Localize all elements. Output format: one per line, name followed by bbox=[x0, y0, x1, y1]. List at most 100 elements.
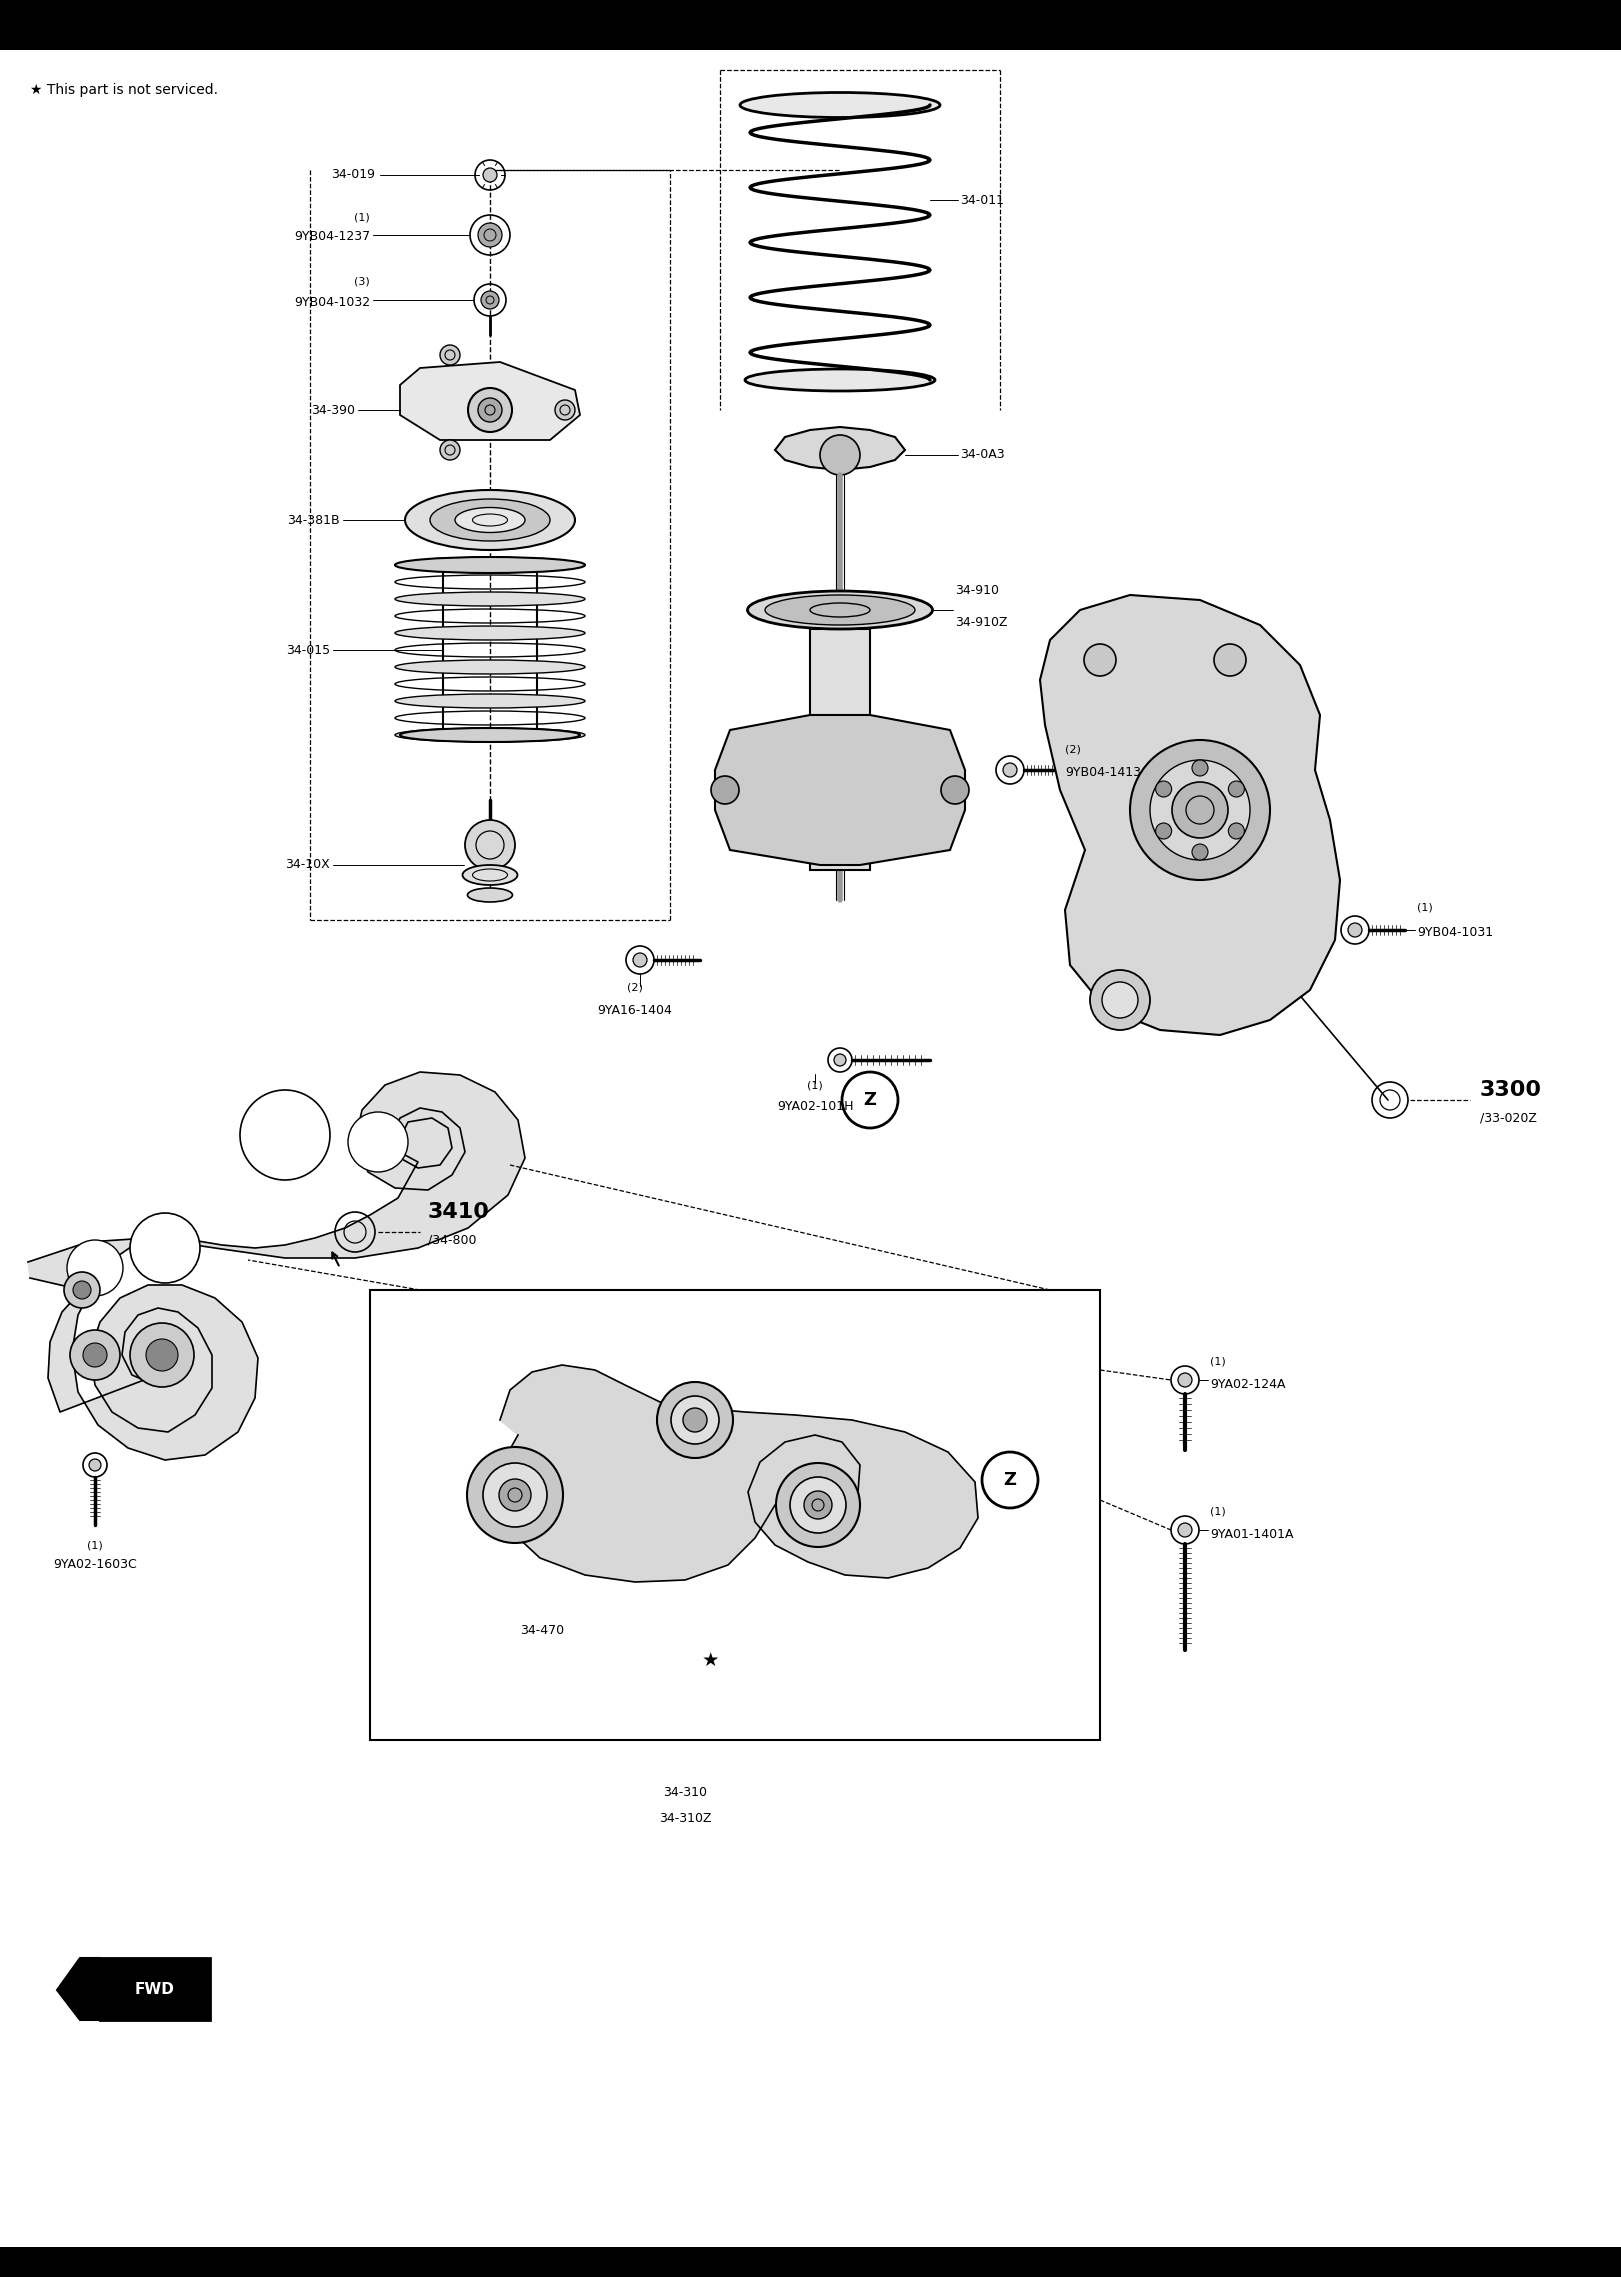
Circle shape bbox=[483, 168, 498, 182]
Text: 34-910Z: 34-910Z bbox=[955, 615, 1008, 628]
Polygon shape bbox=[1041, 594, 1341, 1036]
Circle shape bbox=[481, 291, 499, 310]
Polygon shape bbox=[775, 428, 905, 469]
Text: 9YA02-101H: 9YA02-101H bbox=[776, 1100, 853, 1113]
Text: 9YB04-1031: 9YB04-1031 bbox=[1417, 927, 1493, 940]
Ellipse shape bbox=[430, 499, 550, 542]
Text: 34-10X: 34-10X bbox=[285, 858, 331, 872]
Text: Z: Z bbox=[1003, 1471, 1016, 1489]
Circle shape bbox=[1084, 644, 1115, 676]
Ellipse shape bbox=[746, 369, 935, 392]
Polygon shape bbox=[57, 1958, 101, 2020]
Circle shape bbox=[499, 1480, 532, 1512]
Circle shape bbox=[712, 776, 739, 804]
Circle shape bbox=[1156, 781, 1172, 797]
Circle shape bbox=[1149, 761, 1250, 861]
Text: 9YB04-1032: 9YB04-1032 bbox=[293, 296, 370, 307]
Text: ★: ★ bbox=[702, 1651, 718, 1669]
Bar bbox=[370, 1291, 1101, 1740]
Circle shape bbox=[70, 1330, 120, 1380]
Text: /34-800: /34-800 bbox=[428, 1234, 477, 1246]
Text: 9YA02-1603C: 9YA02-1603C bbox=[53, 1557, 136, 1571]
Text: 9YB04-1237: 9YB04-1237 bbox=[293, 230, 370, 244]
Circle shape bbox=[1191, 761, 1208, 776]
Circle shape bbox=[130, 1323, 195, 1387]
Circle shape bbox=[130, 1214, 199, 1282]
Circle shape bbox=[820, 435, 861, 476]
Circle shape bbox=[1229, 822, 1245, 838]
Text: 34-019: 34-019 bbox=[331, 168, 374, 182]
Circle shape bbox=[483, 1464, 546, 1528]
Circle shape bbox=[776, 1464, 861, 1546]
Circle shape bbox=[1191, 845, 1208, 861]
Circle shape bbox=[66, 1241, 123, 1296]
Text: (1): (1) bbox=[807, 1079, 823, 1091]
Circle shape bbox=[83, 1343, 107, 1366]
Text: 34-310Z: 34-310Z bbox=[658, 1812, 712, 1824]
Circle shape bbox=[73, 1282, 91, 1298]
Ellipse shape bbox=[741, 93, 940, 118]
Bar bbox=[0, 0, 1621, 50]
Circle shape bbox=[439, 346, 460, 364]
Ellipse shape bbox=[396, 729, 585, 742]
Circle shape bbox=[682, 1407, 707, 1432]
Circle shape bbox=[240, 1091, 331, 1179]
Ellipse shape bbox=[462, 865, 517, 886]
Text: ★ This part is not serviced.: ★ This part is not serviced. bbox=[31, 82, 217, 98]
Text: 3410: 3410 bbox=[428, 1202, 490, 1223]
Polygon shape bbox=[810, 628, 870, 870]
Circle shape bbox=[89, 1460, 101, 1471]
Circle shape bbox=[671, 1396, 720, 1444]
Text: 9YB04-1413: 9YB04-1413 bbox=[1065, 767, 1141, 779]
Text: 34-011: 34-011 bbox=[960, 194, 1003, 207]
Text: 34-390: 34-390 bbox=[311, 403, 355, 417]
Text: (1): (1) bbox=[1417, 904, 1433, 913]
Circle shape bbox=[833, 1054, 846, 1066]
Ellipse shape bbox=[396, 592, 585, 606]
Ellipse shape bbox=[456, 508, 525, 533]
Circle shape bbox=[468, 387, 512, 433]
Ellipse shape bbox=[396, 694, 585, 708]
Circle shape bbox=[1172, 781, 1229, 838]
Text: 34-015: 34-015 bbox=[285, 644, 331, 656]
Ellipse shape bbox=[467, 888, 512, 902]
Circle shape bbox=[1156, 822, 1172, 838]
Circle shape bbox=[1178, 1523, 1191, 1537]
Circle shape bbox=[146, 1339, 178, 1371]
Text: (1): (1) bbox=[1209, 1507, 1225, 1516]
Circle shape bbox=[942, 776, 969, 804]
Circle shape bbox=[1214, 644, 1247, 676]
Ellipse shape bbox=[400, 729, 580, 742]
Circle shape bbox=[1229, 781, 1245, 797]
Polygon shape bbox=[101, 1958, 211, 2020]
Circle shape bbox=[1089, 970, 1149, 1029]
Text: 9YA02-124A: 9YA02-124A bbox=[1209, 1378, 1285, 1391]
Text: (2): (2) bbox=[1065, 745, 1081, 756]
Circle shape bbox=[349, 1111, 408, 1173]
Text: 34-910: 34-910 bbox=[955, 583, 999, 597]
Text: (1): (1) bbox=[1209, 1357, 1225, 1366]
Circle shape bbox=[478, 398, 503, 421]
Text: Z: Z bbox=[864, 1091, 877, 1109]
Circle shape bbox=[467, 1446, 562, 1544]
Circle shape bbox=[439, 439, 460, 460]
Ellipse shape bbox=[405, 490, 575, 551]
Circle shape bbox=[632, 954, 647, 968]
Polygon shape bbox=[715, 715, 964, 865]
Ellipse shape bbox=[396, 558, 585, 572]
Circle shape bbox=[789, 1478, 846, 1532]
Text: 9YA16-1404: 9YA16-1404 bbox=[598, 1004, 673, 1016]
Circle shape bbox=[1102, 981, 1138, 1018]
Text: 34-0A3: 34-0A3 bbox=[960, 449, 1005, 462]
Text: 34-381B: 34-381B bbox=[287, 515, 340, 526]
Text: 34-310: 34-310 bbox=[663, 1785, 707, 1799]
Circle shape bbox=[1178, 1373, 1191, 1387]
Ellipse shape bbox=[396, 660, 585, 674]
Text: 3300: 3300 bbox=[1480, 1079, 1542, 1100]
Ellipse shape bbox=[765, 594, 914, 624]
Text: (3): (3) bbox=[355, 278, 370, 287]
Text: (1): (1) bbox=[355, 212, 370, 221]
Circle shape bbox=[465, 820, 515, 870]
Circle shape bbox=[63, 1273, 101, 1307]
Circle shape bbox=[1130, 740, 1269, 879]
